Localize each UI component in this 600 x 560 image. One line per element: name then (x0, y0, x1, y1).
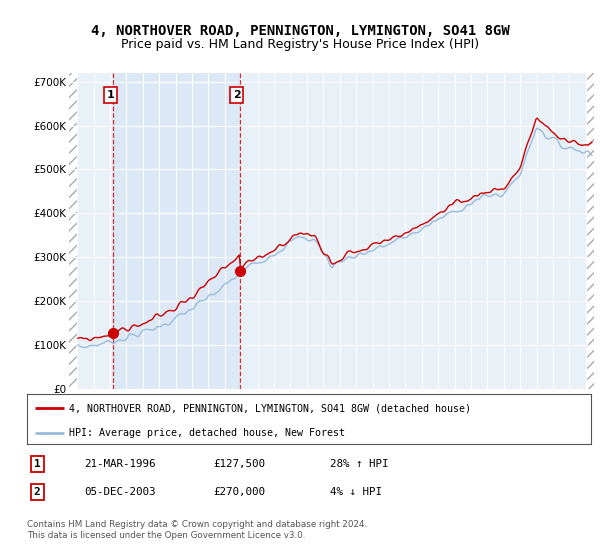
Bar (586, 73, 594, 389)
Text: Contains HM Land Registry data © Crown copyright and database right 2024.
This d: Contains HM Land Registry data © Crown c… (27, 520, 367, 540)
Text: 1: 1 (34, 459, 41, 469)
Text: 21-MAR-1996: 21-MAR-1996 (84, 459, 155, 469)
Text: HPI: Average price, detached house, New Forest: HPI: Average price, detached house, New … (70, 428, 346, 438)
Text: 4, NORTHOVER ROAD, PENNINGTON, LYMINGTON, SO41 8GW: 4, NORTHOVER ROAD, PENNINGTON, LYMINGTON… (91, 25, 509, 38)
Text: Price paid vs. HM Land Registry's House Price Index (HPI): Price paid vs. HM Land Registry's House … (121, 38, 479, 51)
Text: 2: 2 (233, 90, 241, 100)
Bar (113, 73, 240, 389)
Text: 1: 1 (106, 90, 114, 100)
Text: 4, NORTHOVER ROAD, PENNINGTON, LYMINGTON, SO41 8GW (detached house): 4, NORTHOVER ROAD, PENNINGTON, LYMINGTON… (70, 403, 472, 413)
Text: 05-DEC-2003: 05-DEC-2003 (84, 487, 155, 497)
Bar (69, 73, 77, 389)
Text: 28% ↑ HPI: 28% ↑ HPI (330, 459, 389, 469)
Text: £127,500: £127,500 (213, 459, 265, 469)
Text: 2: 2 (34, 487, 41, 497)
Text: £270,000: £270,000 (213, 487, 265, 497)
Text: 4% ↓ HPI: 4% ↓ HPI (330, 487, 382, 497)
